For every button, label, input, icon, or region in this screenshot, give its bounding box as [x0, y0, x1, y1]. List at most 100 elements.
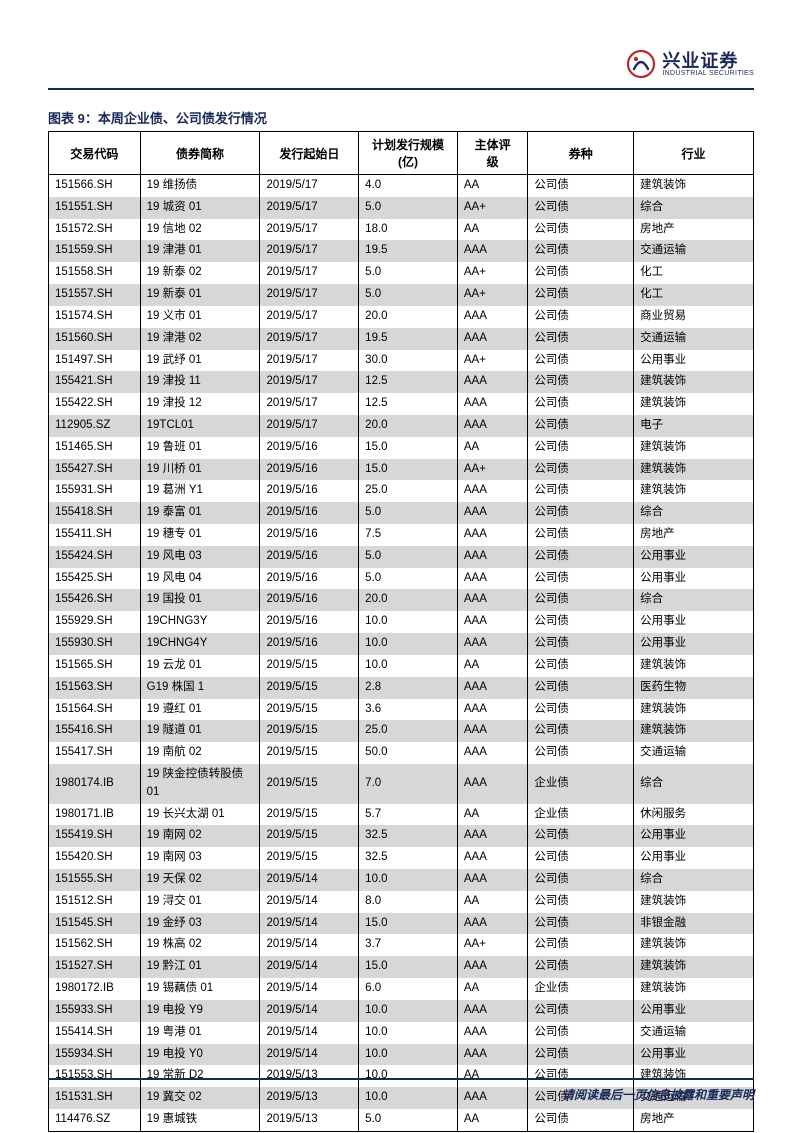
table-cell: 8.0	[359, 891, 458, 913]
table-cell: 19 鲁班 01	[140, 437, 260, 459]
table-cell: 公司债	[528, 633, 634, 655]
table-cell: AAA	[457, 1000, 528, 1022]
table-cell: AA	[457, 655, 528, 677]
table-cell: 19 风电 03	[140, 546, 260, 568]
brand-name-cn: 兴业证券	[662, 52, 754, 70]
table-cell: 2019/5/17	[260, 262, 359, 284]
table-cell: AAA	[457, 677, 528, 699]
table-cell: 10.0	[359, 1000, 458, 1022]
table-cell: AAA	[457, 825, 528, 847]
table-cell: 151562.SH	[49, 934, 141, 956]
table-cell: 2019/5/14	[260, 1022, 359, 1044]
table-cell: 10.0	[359, 1022, 458, 1044]
table-cell: 建筑装饰	[634, 459, 754, 481]
table-cell: AAA	[457, 847, 528, 869]
table-cell: 2019/5/15	[260, 825, 359, 847]
table-cell: 19 黔江 01	[140, 956, 260, 978]
table-cell: 2019/5/14	[260, 913, 359, 935]
table-cell: 公司债	[528, 437, 634, 459]
table-cell: 公用事业	[634, 1044, 754, 1066]
table-cell: 19 锡藕债 01	[140, 978, 260, 1000]
table-cell: 114476.SZ	[49, 1109, 141, 1131]
table-cell: 公司债	[528, 284, 634, 306]
table-cell: 19 天保 02	[140, 869, 260, 891]
table-cell: 商业贸易	[634, 306, 754, 328]
table-cell: AAA	[457, 393, 528, 415]
table-cell: AA	[457, 175, 528, 197]
table-cell: AAA	[457, 764, 528, 804]
brand-name-en: INDUSTRIAL SECURITIES	[662, 70, 754, 77]
table-cell: 公司债	[528, 219, 634, 241]
table-row: 151565.SH19 云龙 012019/5/1510.0AA公司债建筑装饰	[49, 655, 754, 677]
table-row: 155931.SH19 葛洲 Y12019/5/1625.0AAA公司债建筑装饰	[49, 480, 754, 502]
table-header-cell: 交易代码	[49, 132, 141, 175]
chart-title: 图表 9：本周企业债、公司债发行情况	[48, 108, 754, 127]
table-cell: 5.0	[359, 1109, 458, 1131]
table-cell: 2019/5/14	[260, 978, 359, 1000]
table-cell: 5.0	[359, 546, 458, 568]
table-row: 155419.SH19 南网 022019/5/1532.5AAA公司债公用事业	[49, 825, 754, 847]
table-cell: AAA	[457, 328, 528, 350]
table-cell: 建筑装饰	[634, 720, 754, 742]
table-cell: 19 泰富 01	[140, 502, 260, 524]
table-cell: 151572.SH	[49, 219, 141, 241]
table-cell: 房地产	[634, 219, 754, 241]
brand-logo-icon	[626, 49, 656, 79]
table-cell: 2019/5/16	[260, 611, 359, 633]
table-cell: 2019/5/16	[260, 524, 359, 546]
table-cell: 公司债	[528, 568, 634, 590]
table-cell: 5.0	[359, 284, 458, 306]
table-cell: 18.0	[359, 219, 458, 241]
table-cell: 32.5	[359, 847, 458, 869]
table-cell: 交通运输	[634, 742, 754, 764]
table-row: 155422.SH19 津投 122019/5/1712.5AAA公司债建筑装饰	[49, 393, 754, 415]
table-cell: 19 津港 02	[140, 328, 260, 350]
table-row: 151566.SH19 维扬债2019/5/174.0AA公司债建筑装饰	[49, 175, 754, 197]
table-cell: 151565.SH	[49, 655, 141, 677]
table-cell: 非银金融	[634, 913, 754, 935]
table-cell: 2019/5/15	[260, 847, 359, 869]
table-row: 155417.SH19 南航 022019/5/1550.0AAA公司债交通运输	[49, 742, 754, 764]
table-cell: 19CHNG4Y	[140, 633, 260, 655]
table-cell: 公用事业	[634, 847, 754, 869]
table-cell: 建筑装饰	[634, 480, 754, 502]
table-header-cell: 券种	[528, 132, 634, 175]
table-cell: 155414.SH	[49, 1022, 141, 1044]
table-cell: 5.0	[359, 568, 458, 590]
table-cell: AAA	[457, 480, 528, 502]
table-cell: 5.0	[359, 197, 458, 219]
table-cell: 公用事业	[634, 350, 754, 372]
table-cell: 2019/5/16	[260, 437, 359, 459]
table-cell: 2019/5/14	[260, 869, 359, 891]
table-cell: 2019/5/17	[260, 240, 359, 262]
table-row: 151512.SH19 浔交 012019/5/148.0AA公司债建筑装饰	[49, 891, 754, 913]
table-cell: 19 穗专 01	[140, 524, 260, 546]
table-cell: 15.0	[359, 437, 458, 459]
brand-logo: 兴业证券 INDUSTRIAL SECURITIES	[626, 49, 754, 79]
table-cell: 2019/5/17	[260, 219, 359, 241]
table-cell: 155930.SH	[49, 633, 141, 655]
table-cell: 19 武纾 01	[140, 350, 260, 372]
table-cell: 房地产	[634, 524, 754, 546]
table-cell: 公司债	[528, 699, 634, 721]
table-row: 155424.SH19 风电 032019/5/165.0AAA公司债公用事业	[49, 546, 754, 568]
table-cell: 公司债	[528, 524, 634, 546]
table-cell: 公司债	[528, 371, 634, 393]
table-row: 155933.SH19 电投 Y92019/5/1410.0AAA公司债公用事业	[49, 1000, 754, 1022]
table-cell: 12.5	[359, 393, 458, 415]
brand-logo-text: 兴业证券 INDUSTRIAL SECURITIES	[662, 52, 754, 77]
table-cell: 151545.SH	[49, 913, 141, 935]
table-cell: 15.0	[359, 913, 458, 935]
table-row: 1980172.IB19 锡藕债 012019/5/146.0AA企业债建筑装饰	[49, 978, 754, 1000]
table-row: 151559.SH19 津港 012019/5/1719.5AAA公司债交通运输	[49, 240, 754, 262]
table-cell: 19 南网 02	[140, 825, 260, 847]
table-cell: 企业债	[528, 764, 634, 804]
table-cell: 19 新泰 01	[140, 284, 260, 306]
table-cell: AAA	[457, 1022, 528, 1044]
table-cell: AA	[457, 1109, 528, 1131]
table-cell: 公司债	[528, 1022, 634, 1044]
table-cell: 155411.SH	[49, 524, 141, 546]
table-cell: 19 川桥 01	[140, 459, 260, 481]
table-row: 151574.SH19 义市 012019/5/1720.0AAA公司债商业贸易	[49, 306, 754, 328]
table-cell: 4.0	[359, 175, 458, 197]
